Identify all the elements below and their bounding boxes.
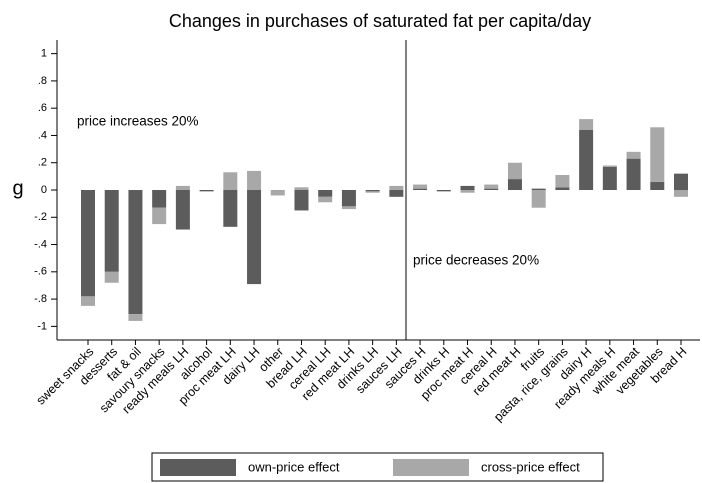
- bar: [81, 296, 95, 306]
- bar: [650, 127, 665, 182]
- bar: [436, 190, 451, 192]
- bar: [152, 207, 167, 225]
- bar: [223, 190, 238, 227]
- bar: [413, 188, 428, 190]
- y-tick-label: -1: [37, 320, 47, 332]
- bar: [247, 170, 262, 190]
- y-tick-label: 1: [41, 48, 47, 60]
- bar: [199, 190, 214, 192]
- bar: [602, 165, 617, 167]
- bar: [341, 206, 356, 210]
- bar: [175, 190, 190, 230]
- bar: [531, 188, 546, 190]
- bar: [555, 175, 570, 188]
- bar: [318, 190, 333, 197]
- bar: [175, 185, 190, 190]
- bar: [531, 190, 546, 208]
- bar: [223, 172, 238, 190]
- bar: [389, 190, 404, 197]
- y-tick-label: -.6: [34, 266, 47, 278]
- bar: [318, 196, 333, 203]
- annotation: price decreases 20%: [413, 253, 539, 268]
- bar: [152, 190, 167, 208]
- y-axis-label: g: [12, 177, 23, 199]
- bar: [602, 166, 617, 190]
- bar: [128, 190, 143, 315]
- bar: [579, 119, 594, 130]
- bar: [507, 162, 522, 180]
- y-tick-label: .4: [38, 129, 47, 141]
- bar: [674, 190, 688, 197]
- bar: [626, 158, 641, 190]
- y-tick-label: -.8: [34, 293, 47, 305]
- legend-label: cross-price effect: [481, 459, 580, 474]
- legend-label: own-price effect: [248, 459, 340, 474]
- bar: [389, 185, 404, 190]
- bar: [579, 130, 594, 190]
- bar: [247, 190, 262, 285]
- bar: [294, 190, 309, 211]
- y-tick-label: -.2: [34, 211, 47, 223]
- y-tick-label: -.4: [34, 238, 47, 250]
- y-tick-label: .8: [38, 75, 47, 87]
- bar: [650, 181, 665, 190]
- bar: [413, 184, 428, 189]
- bar: [460, 185, 475, 190]
- bar: [507, 179, 522, 190]
- y-tick-label: 0: [41, 184, 47, 196]
- bar: [81, 190, 95, 297]
- bar: [294, 187, 309, 190]
- bar: [555, 187, 570, 190]
- bar: [128, 314, 143, 321]
- legend-swatch: [160, 459, 236, 476]
- bar: [484, 184, 499, 189]
- bar: [626, 151, 641, 159]
- bar: [484, 188, 499, 190]
- bar: [674, 173, 688, 190]
- legend-swatch: [393, 459, 469, 476]
- bar: [104, 190, 119, 272]
- bar: [104, 271, 119, 283]
- y-tick-label: .6: [38, 102, 47, 114]
- bar: [460, 190, 475, 193]
- chart-title: Changes in purchases of saturated fat pe…: [169, 11, 591, 31]
- annotation: price increases 20%: [77, 114, 199, 129]
- bar: [341, 190, 356, 207]
- bar: [365, 191, 380, 193]
- bar: [270, 190, 285, 196]
- bar: [365, 190, 380, 192]
- y-tick-label: .2: [38, 157, 47, 169]
